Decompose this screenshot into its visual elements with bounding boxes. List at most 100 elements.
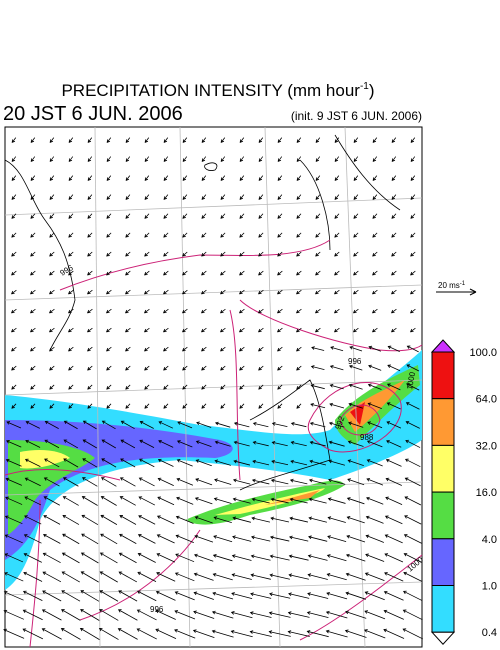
wind-arrow <box>63 439 79 449</box>
wind-arrow <box>43 496 60 506</box>
wind-arrow <box>348 364 363 371</box>
wind-arrow <box>182 156 188 163</box>
wind-arrow <box>325 629 348 638</box>
wind-arrow <box>353 156 359 163</box>
wind-arrow <box>239 403 245 409</box>
wind-arrow <box>11 251 17 257</box>
wind-arrow <box>410 194 416 200</box>
wind-arrow <box>347 440 364 447</box>
map <box>4 126 423 648</box>
wind-arrow <box>120 458 136 468</box>
wind-arrow <box>277 365 283 371</box>
wind-arrow <box>4 534 23 544</box>
wind-arrow <box>201 251 207 257</box>
wind-arrow <box>68 194 74 200</box>
wind-arrow <box>309 440 326 447</box>
wind-arrow <box>405 402 420 410</box>
wind-arrow <box>214 478 232 485</box>
wind-arrow <box>364 610 386 620</box>
wind-arrow <box>23 534 42 544</box>
wind-arrow <box>144 232 150 238</box>
wind-arrow <box>82 439 98 449</box>
wind-arrow <box>125 137 131 144</box>
wind-arrow <box>106 213 112 219</box>
wind-arrow <box>201 156 207 163</box>
wind-arrow <box>30 346 36 352</box>
wind-arrow <box>201 403 207 409</box>
wind-arrow <box>81 533 99 545</box>
wind-arrow <box>258 346 264 352</box>
wind-arrow <box>348 383 363 390</box>
wind-arrow <box>347 478 365 486</box>
wind-arrow <box>346 497 365 505</box>
wind-arrow <box>325 610 348 619</box>
wind-scale-sup: -1 <box>460 281 466 287</box>
colorbar-bottom <box>430 631 456 645</box>
wind-arrow <box>345 591 367 600</box>
wind-arrow <box>345 610 367 619</box>
wind-arrow <box>353 175 359 182</box>
wind-arrow <box>364 629 386 639</box>
wind-arrow <box>99 552 118 564</box>
wind-arrow <box>385 477 402 486</box>
wind-arrow <box>106 232 112 238</box>
wind-arrow <box>258 384 264 390</box>
wind-arrow <box>238 289 245 295</box>
wind-arrow <box>174 610 196 620</box>
wind-arrow <box>289 497 308 504</box>
precip-orange <box>265 490 320 505</box>
colorbar-segment <box>431 585 455 633</box>
wind-arrow <box>125 403 131 409</box>
wind-arrow <box>144 156 150 163</box>
wind-arrow <box>239 232 245 238</box>
wind-arrow <box>251 497 270 504</box>
wind-arrow <box>136 609 157 621</box>
wind-arrow <box>327 516 346 523</box>
wind-arrow <box>315 232 321 238</box>
wind-arrow <box>315 156 321 163</box>
wind-arrow <box>86 327 93 333</box>
wind-arrow <box>139 439 155 448</box>
wind-arrow <box>81 477 98 487</box>
wind-arrow <box>314 289 321 295</box>
wind-arrow <box>182 175 188 182</box>
wind-arrow <box>30 156 36 163</box>
wind-arrow <box>175 515 194 524</box>
wind-arrow <box>384 572 404 582</box>
wind-arrow <box>201 384 207 390</box>
wind-arrow <box>213 535 233 543</box>
wind-arrow <box>82 458 98 468</box>
wind-arrow <box>87 403 93 409</box>
wind-arrow <box>10 289 17 295</box>
isobar-label: 1000 <box>405 371 417 391</box>
wind-arrow <box>402 628 424 640</box>
wind-arrow <box>277 137 283 144</box>
title-close: ) <box>369 81 375 100</box>
wind-arrow <box>383 590 404 601</box>
wind-arrow <box>271 459 289 466</box>
wind-arrow <box>137 534 156 544</box>
wind-arrow <box>315 137 321 144</box>
wind-arrow <box>295 289 302 295</box>
wind-arrow <box>138 496 156 506</box>
wind-arrow <box>276 308 283 314</box>
wind-arrow <box>68 251 74 257</box>
wind-arrow <box>277 194 283 200</box>
wind-arrow <box>98 628 119 640</box>
wind-scale-label: 20 ms-1 <box>438 281 466 290</box>
wind-arrow <box>11 194 17 200</box>
wind-arrow <box>30 365 36 371</box>
wind-arrow <box>239 251 245 257</box>
wind-arrow <box>239 137 245 144</box>
wind-arrow <box>268 630 291 637</box>
wind-arrow <box>182 194 188 200</box>
wind-arrow <box>87 137 93 144</box>
wind-arrow <box>239 365 245 371</box>
wind-arrow <box>49 213 55 219</box>
wind-arrow <box>162 327 169 333</box>
wind-arrow <box>42 552 61 564</box>
wind-arrow <box>61 571 80 583</box>
wind-arrow <box>23 571 43 582</box>
wind-arrow <box>391 232 397 238</box>
